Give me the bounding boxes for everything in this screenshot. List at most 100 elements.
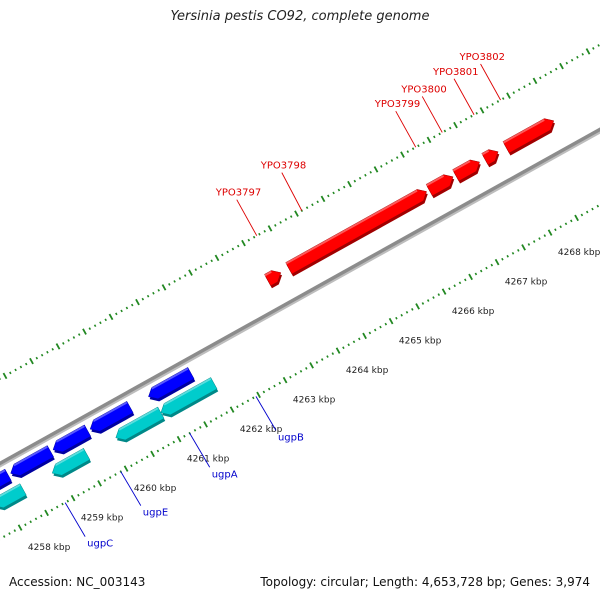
minor-tick [368, 331, 372, 335]
minor-tick [284, 218, 288, 221]
minor-tick [570, 58, 574, 62]
minor-tick [252, 396, 255, 400]
gene-arrow-ugpb[interactable] [160, 377, 218, 416]
gene-label-ypo3802[interactable]: YPO3802 [459, 52, 505, 63]
minor-tick [384, 322, 388, 326]
gene-label-ypo3800[interactable]: YPO3800 [400, 84, 446, 95]
minor-tick [432, 296, 435, 299]
minor-tick [395, 156, 399, 159]
minor-tick [157, 288, 160, 292]
minor-tick [34, 517, 38, 521]
minor-tick [411, 308, 414, 311]
major-tick [44, 509, 49, 517]
gene-arrow-highlight [13, 445, 48, 467]
gene-layer [0, 118, 555, 511]
gene-arrow-ypo3800[interactable] [452, 159, 480, 182]
minor-tick [172, 440, 176, 444]
minor-tick [326, 355, 329, 358]
gene-arrow[interactable] [52, 424, 92, 453]
backbone-layer [0, 127, 600, 468]
major-tick [97, 480, 102, 487]
minor-tick [140, 458, 144, 462]
minor-tick [51, 347, 54, 351]
minor-tick [152, 291, 155, 295]
gene-arrow-highlight [118, 407, 159, 431]
minor-tick [544, 73, 547, 77]
minor-tick [146, 294, 150, 298]
minor-tick [320, 358, 324, 361]
gene-label-ugpc[interactable]: ugpC [87, 539, 113, 550]
gene-arrow-highlight [54, 448, 85, 467]
major-tick [282, 376, 288, 384]
minor-tick [246, 399, 250, 403]
major-tick [400, 151, 405, 158]
minor-tick [369, 170, 372, 174]
gene-leader-line [64, 502, 86, 537]
minor-tick [299, 369, 303, 373]
minor-tick [591, 207, 594, 211]
minor-tick [315, 361, 319, 364]
minor-tick [13, 529, 17, 532]
minor-tick [82, 490, 85, 494]
minor-tick [252, 235, 256, 239]
major-tick [267, 225, 273, 232]
major-tick [320, 195, 326, 203]
major-tick [494, 258, 500, 266]
minor-tick [24, 523, 27, 527]
gene-arrow[interactable] [89, 400, 134, 432]
minor-tick [115, 312, 118, 316]
minor-tick [453, 284, 456, 288]
minor-tick [581, 52, 584, 56]
major-tick [532, 77, 538, 85]
gene-label-ypo3798[interactable]: YPO3798 [260, 161, 306, 172]
minor-tick [458, 281, 462, 285]
tick-layer [0, 44, 600, 541]
scale-label-layer: 4258 kbp 4259 kbp 4260 kbp 4261 kbp 4262 kbp… [28, 248, 600, 553]
gene-arrow[interactable] [10, 445, 54, 476]
gene-arrow-ugpc[interactable] [0, 483, 27, 509]
minor-tick [278, 381, 282, 385]
major-tick [547, 229, 553, 236]
major-tick [362, 332, 367, 340]
gene-label-ugpe[interactable]: ugpE [143, 508, 168, 519]
major-tick [55, 343, 61, 350]
minor-tick [274, 224, 277, 227]
gene-label-ugpa[interactable]: ugpA [212, 469, 238, 480]
major-tick [373, 166, 379, 173]
scale-label: 4261 kbp [187, 455, 230, 465]
major-tick [521, 244, 526, 251]
minor-tick [241, 402, 244, 406]
minor-tick [433, 135, 436, 139]
scale-label: 4268 kbp [558, 248, 600, 258]
minor-tick [289, 215, 293, 218]
scale-label: 4265 kbp [399, 337, 442, 347]
minor-tick [437, 293, 441, 296]
major-tick [585, 48, 591, 55]
gene-arrow-ypo3799[interactable] [425, 174, 454, 197]
major-tick [214, 254, 220, 262]
gene-arrow-ugpa[interactable] [115, 406, 165, 441]
minor-tick [168, 283, 171, 286]
minor-tick [342, 346, 345, 350]
gene-arrow-ypo3798[interactable] [285, 189, 427, 275]
minor-tick [379, 325, 382, 329]
minor-tick [35, 356, 39, 360]
gene-label-ypo3797[interactable]: YPO3797 [215, 188, 261, 199]
gene-arrow-ypo3801[interactable] [481, 149, 499, 166]
minor-tick [347, 343, 350, 347]
major-tick [453, 121, 458, 129]
gene-arrow-ypo3797[interactable] [264, 270, 282, 287]
minor-tick [565, 61, 569, 65]
minor-tick [199, 265, 203, 269]
minor-tick [585, 210, 589, 214]
major-tick [161, 284, 167, 291]
gene-arrow-ugpe[interactable] [51, 447, 91, 476]
gene-label-ugpb[interactable]: ugpB [278, 432, 304, 443]
minor-tick [14, 368, 17, 372]
gene-arrow[interactable] [0, 468, 12, 492]
gene-arrow[interactable] [148, 367, 195, 400]
gene-label-ypo3801[interactable]: YPO3801 [432, 67, 478, 78]
gene-label-ypo3799[interactable]: YPO3799 [374, 99, 420, 110]
gene-arrow-ypo3802[interactable] [502, 118, 555, 154]
gene-leader-line [236, 199, 258, 236]
